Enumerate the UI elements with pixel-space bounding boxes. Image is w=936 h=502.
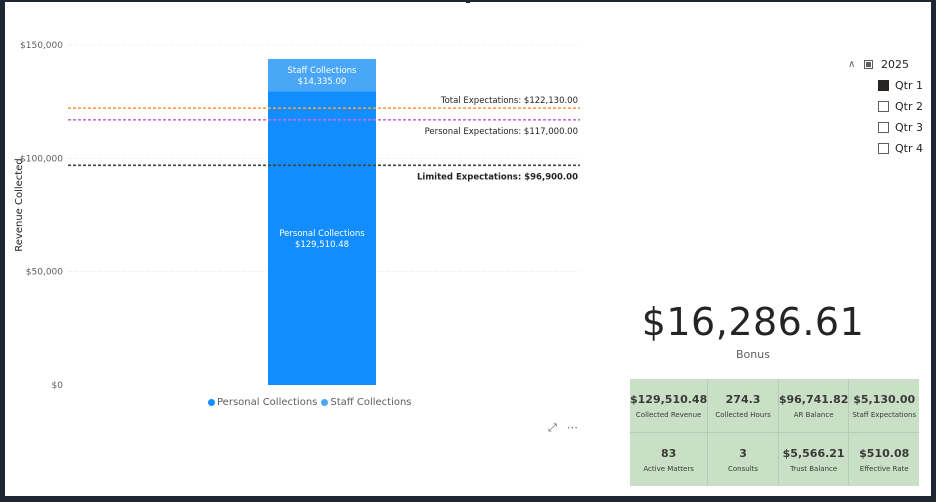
reference-label-1: Personal Expectations: $117,000.00 — [425, 127, 578, 137]
card-value: 274.3 — [725, 392, 761, 406]
data-label-value-1: $14,335.00 — [298, 77, 347, 87]
resize-handle-bottom[interactable] — [466, 496, 470, 500]
card-label: Effective Rate — [859, 464, 909, 473]
legend-dot-staff — [321, 399, 329, 406]
quarter-slicer: ∧ 2025 Qtr 1 Qtr 2 Qtr 3 Qtr 4 — [848, 54, 923, 159]
bar-segment-0 — [268, 91, 376, 386]
focus-mode-icon[interactable]: ⤢ — [548, 421, 557, 434]
card-trust-balance: $5,566.21 Trust Balance — [778, 433, 849, 486]
kpi-card-grid: $129,510.48 Collected Revenue 274.3 Coll… — [630, 379, 919, 486]
card-staff-expectations: $5,130.00 Staff Expectations — [849, 379, 919, 432]
slicer-qtr2[interactable]: Qtr 2 — [848, 96, 923, 117]
legend-item-personal[interactable]: Personal Collections — [208, 397, 317, 408]
qtr1-label: Qtr 1 — [895, 79, 923, 92]
bar-segment-1 — [268, 58, 376, 92]
y-tick-label: $50,000 — [26, 268, 63, 278]
qtr4-label: Qtr 4 — [895, 142, 923, 155]
card-value: 83 — [660, 446, 677, 460]
bar-segments: Personal Collections$129,510.48 Staff Col… — [268, 58, 376, 386]
qtr3-label: Qtr 3 — [895, 121, 923, 134]
card-collected-hours: 274.3 Collected Hours — [708, 379, 778, 432]
card-value: $5,566.21 — [782, 446, 845, 460]
y-tick-label: $0 — [52, 381, 64, 391]
card-label: AR Balance — [793, 410, 834, 419]
chevron-up-icon[interactable]: ∧ — [848, 59, 856, 70]
reference-lines: Total Expectations: $122,130.00 Personal … — [68, 96, 580, 182]
qtr1-checkbox[interactable] — [878, 80, 889, 91]
card-value: $129,510.48 — [630, 392, 708, 406]
more-options-icon[interactable]: ⋯ — [566, 421, 578, 434]
data-label-name-1: Staff Collections — [288, 66, 358, 76]
slicer-year-row[interactable]: ∧ 2025 — [848, 54, 923, 75]
data-label-value-0: $129,510.48 — [295, 240, 349, 250]
chart-legend: Personal Collections Staff Collections — [208, 397, 412, 408]
y-tick-label: $150,000 — [20, 41, 63, 51]
card-active-matters: 83 Active Matters — [630, 433, 708, 486]
card-value: $510.08 — [859, 446, 910, 460]
card-collected-revenue: $129,510.48 Collected Revenue — [630, 379, 708, 432]
slicer-qtr1[interactable]: Qtr 1 — [848, 75, 923, 96]
legend-item-staff[interactable]: Staff Collections — [321, 397, 412, 408]
visual-header-icons: ⤢ ⋯ — [548, 421, 578, 435]
card-ar-balance: $96,741.82 AR Balance — [778, 379, 849, 432]
card-effective-rate: $510.08 Effective Rate — [849, 433, 919, 486]
slicer-qtr4[interactable]: Qtr 4 — [848, 138, 923, 159]
year-checkbox[interactable] — [864, 60, 873, 69]
card-label: Collected Hours — [715, 410, 771, 419]
legend-label-personal: Personal Collections — [217, 397, 318, 408]
resize-handle-top[interactable] — [466, 0, 470, 3]
legend-dot-personal — [208, 399, 215, 406]
y-axis-title: Revenue Collected — [14, 158, 25, 251]
card-consults: 3 Consults — [708, 433, 778, 486]
data-label-name-0: Personal Collections — [279, 229, 365, 239]
card-label: Consults — [728, 464, 759, 473]
reference-label-0: Total Expectations: $122,130.00 — [440, 96, 578, 106]
card-label: Active Matters — [643, 464, 694, 473]
year-label: 2025 — [881, 58, 909, 71]
y-tick-label: $100,000 — [20, 154, 63, 164]
card-value: 3 — [739, 446, 747, 460]
qtr4-checkbox[interactable] — [878, 143, 889, 154]
qtr3-checkbox[interactable] — [878, 122, 889, 133]
qtr2-label: Qtr 2 — [895, 100, 923, 113]
card-value: $5,130.00 — [853, 392, 916, 406]
revenue-chart: $0 $50,000 $100,000 $150,000 Revenue Collec… — [14, 41, 580, 391]
card-label: Staff Expectations — [852, 410, 917, 419]
legend-label-staff: Staff Collections — [330, 397, 412, 408]
card-label: Collected Revenue — [635, 410, 702, 419]
reference-label-2: Limited Expectations: $96,900.00 — [417, 172, 578, 182]
card-label: Trust Balance — [790, 464, 838, 473]
qtr2-checkbox[interactable] — [878, 101, 889, 112]
bonus-label: Bonus — [736, 348, 770, 361]
slicer-qtr3[interactable]: Qtr 3 — [848, 117, 923, 138]
bonus-value: $16,286.61 — [641, 300, 865, 344]
card-value: $96,741.82 — [778, 392, 849, 406]
y-axis-ticks: $0 $50,000 $100,000 $150,000 — [20, 41, 63, 391]
